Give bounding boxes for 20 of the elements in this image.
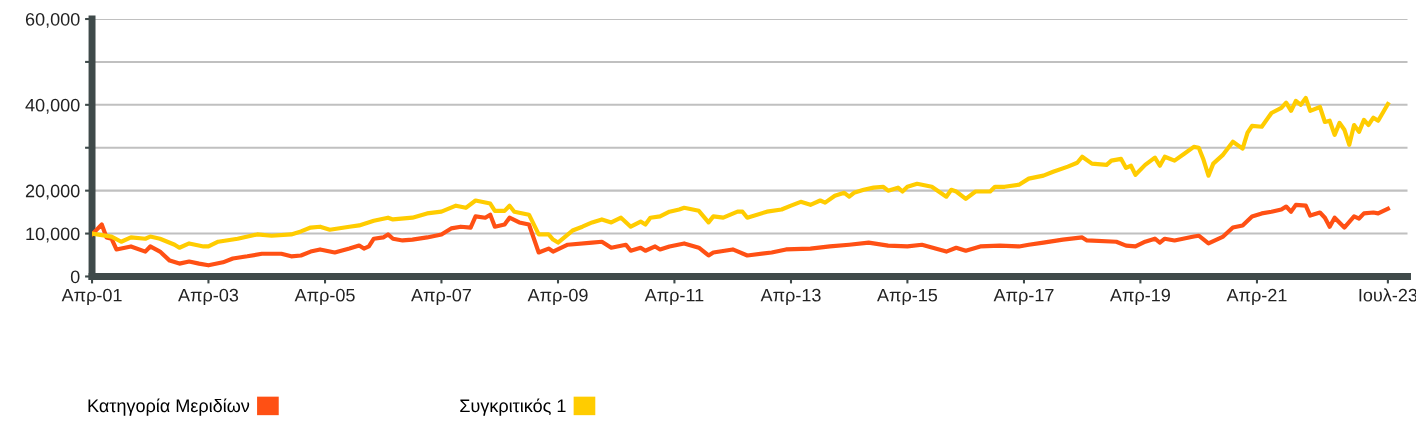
x-tick-label: Απρ-21 [1226, 288, 1287, 306]
line-series [92, 202, 1390, 268]
y-tick-label: 60,000 [25, 12, 80, 28]
x-tick-label: Απρ-01 [61, 288, 122, 306]
x-tick-label: Απρ-19 [1110, 288, 1170, 306]
y-tick-label: 10,000 [26, 227, 80, 243]
x-tick-label: Απρ-09 [527, 288, 588, 306]
y-tick-label: 20,000 [25, 184, 80, 200]
x-tick-label: Απρ-13 [760, 288, 821, 306]
legend-label: Κατηγορία Μεριδίων [88, 398, 250, 416]
x-tick-label: Απρ-17 [993, 288, 1054, 306]
x-tick-label: Απρ-11 [644, 288, 704, 306]
x-tick-label: Απρ-03 [178, 288, 239, 306]
x-tick-label: Απρ-15 [877, 288, 938, 306]
line-series [92, 95, 1390, 250]
x-tick-label: Απρ-07 [411, 288, 471, 306]
y-tick-label: 0 [70, 270, 80, 284]
legend-label: Συγκριτικός 1 [460, 398, 566, 416]
y-tick-label: 40,000 [25, 98, 80, 114]
x-tick-label: Απρ-05 [294, 288, 355, 306]
